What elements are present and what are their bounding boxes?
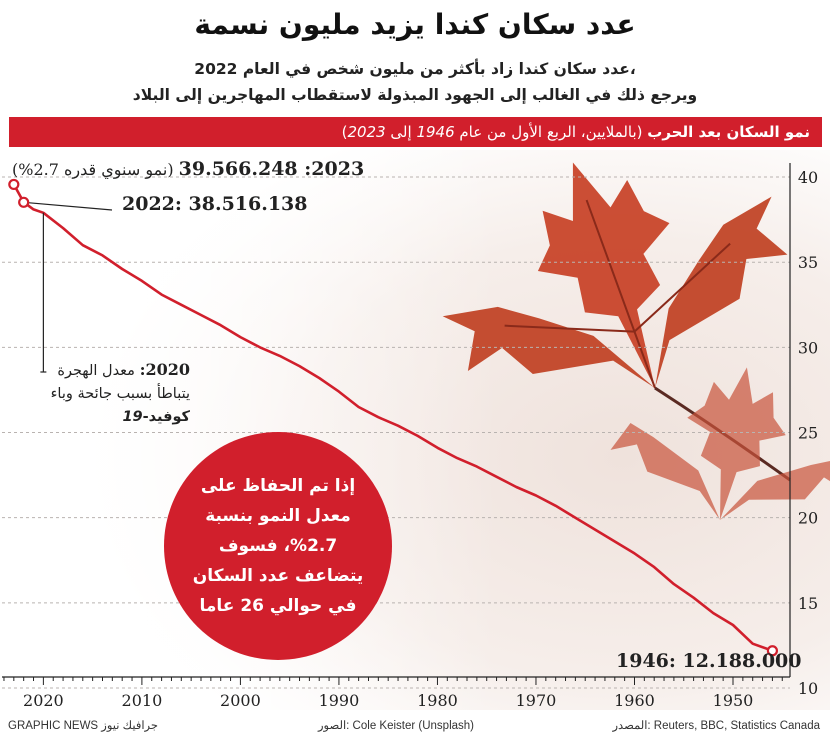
label-2023-value: 2023: 39.566.248 xyxy=(178,158,365,180)
note-2020-italic: 19 xyxy=(122,409,143,425)
x-tick-label: 2000 xyxy=(220,691,261,710)
x-tick-label: 1980 xyxy=(417,691,458,710)
label-2023: 2023: 39.566.248 (نمو سنوي قدره 2.7%) xyxy=(12,158,364,180)
footer-photo-credit: الصور: Cole Keister (Unsplash) xyxy=(318,720,474,732)
banner-close: ) xyxy=(341,123,348,141)
banner-title: نمو السكان بعد الحرب xyxy=(647,123,810,141)
x-tick-label: 1960 xyxy=(614,691,655,710)
subtitle-line-2: ويرجع ذلك في الغالب إلى الجهود المبذولة … xyxy=(132,86,698,104)
note-2020-text: معدل الهجرة يتباطأ بسبب جائحة وباء xyxy=(50,363,190,402)
y-tick-label: 40 xyxy=(798,168,818,187)
data-point-marker xyxy=(766,645,779,657)
population-line xyxy=(12,183,773,652)
x-tick-label: 2010 xyxy=(122,691,163,710)
leader-2022 xyxy=(23,201,113,211)
x-tick-label: 1990 xyxy=(319,691,360,710)
note-2020-year: 2020: xyxy=(139,360,190,379)
banner-text: (بالملايين، الربع الأول من عام xyxy=(454,123,648,141)
maple-leaf-small xyxy=(610,367,830,520)
label-2023-note: (نمو سنوي قدره 2.7%) xyxy=(12,160,174,179)
footer-source: المصدر: Reuters, BBC, Statistics Canada xyxy=(612,720,821,732)
page-subtitle: عدد سكان كندا زاد بأكثر من مليون شخص في … xyxy=(0,56,830,108)
y-tick-label: 30 xyxy=(798,338,818,357)
footer-brand: GRAPHIC NEWS جرافيك نيوز xyxy=(8,720,158,732)
y-tick-label: 35 xyxy=(798,253,818,272)
y-tick-label: 20 xyxy=(798,509,818,528)
projection-callout: إذا تم الحفاظ على معدل النمو بنسبة 2.7%،… xyxy=(164,432,392,660)
note-2020-bold: كوفيد- xyxy=(142,409,190,425)
chart-banner: نمو السكان بعد الحرب (بالملايين، الربع ا… xyxy=(9,117,822,147)
data-point-marker xyxy=(18,196,30,208)
x-tick-label: 2020 xyxy=(23,691,64,710)
y-tick-label: 25 xyxy=(798,424,818,443)
projection-callout-text: إذا تم الحفاظ على معدل النمو بنسبة 2.7%،… xyxy=(192,476,364,616)
label-1946: 1946: 12.188.000 xyxy=(616,650,802,672)
banner-mid: إلى xyxy=(385,123,417,141)
y-tick-label: 15 xyxy=(798,594,818,613)
subtitle-line-1: عدد سكان كندا زاد بأكثر من مليون شخص في … xyxy=(194,60,636,78)
banner-year-start: 1946 xyxy=(416,123,455,141)
data-point-marker xyxy=(8,178,20,191)
note-2020: 2020: معدل الهجرة يتباطأ بسبب جائحة وباء… xyxy=(30,358,190,429)
x-tick-label: 1970 xyxy=(516,691,557,710)
y-tick-label: 10 xyxy=(798,679,818,698)
label-2022: 2022: 38.516.138 xyxy=(122,193,308,215)
x-tick-label: 1950 xyxy=(713,691,754,710)
page-title: عدد سكان كندا يزيد مليون نسمة xyxy=(194,8,636,41)
banner-year-end: 2023 xyxy=(347,123,386,141)
